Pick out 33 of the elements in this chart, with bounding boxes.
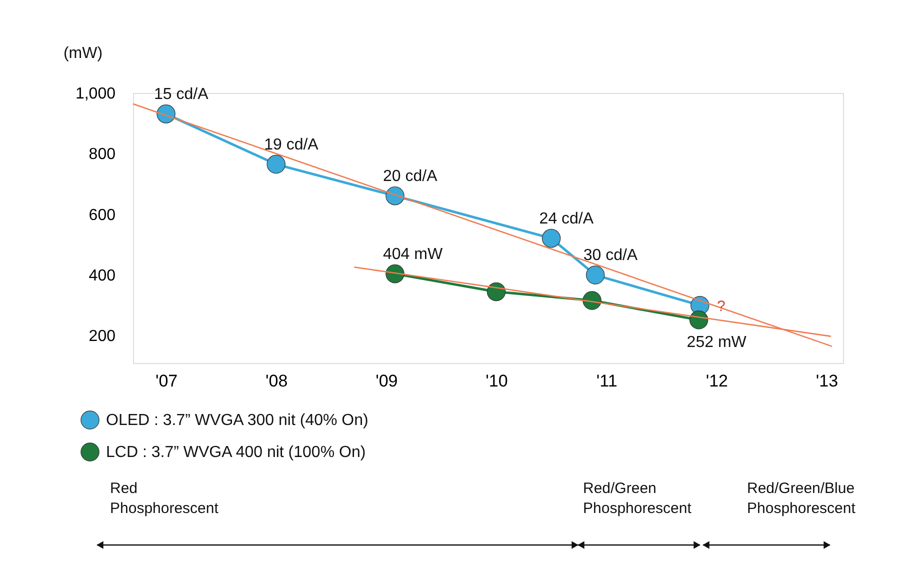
annotation: 30 cd/A (583, 247, 638, 264)
annotation: 404 mW (382, 246, 444, 263)
point (586, 266, 605, 284)
annotation: 15 cd/A (154, 86, 209, 103)
y-tick-label: 1,000 (75, 86, 116, 102)
annotation: 19 cd/A (264, 136, 319, 154)
y-axis-title: (mW) (63, 45, 103, 62)
point (156, 104, 176, 124)
point (386, 186, 404, 206)
text: Red/Green/Blue Phosphorescent (747, 480, 856, 517)
y-tick-label: 400 (88, 268, 116, 285)
text: Red/Green Phosphorescent (583, 480, 692, 517)
annotation: 20 cd/A (382, 168, 438, 185)
x-tick-label: '10 (486, 372, 508, 390)
point (689, 310, 708, 330)
point (386, 264, 404, 284)
point (486, 282, 506, 302)
x-tick-label: '09 (376, 372, 398, 390)
y-tick-label: 800 (88, 146, 116, 164)
annotation: 24 cd/A (539, 210, 594, 228)
y-tick-label: 600 (88, 206, 116, 224)
y-tick-label: 200 (88, 328, 116, 346)
x-tick-label: '12 (706, 372, 728, 390)
text: Red Phosphorescent (110, 480, 220, 517)
point (542, 228, 561, 248)
point (266, 154, 286, 174)
x-tick-label: '13 (816, 372, 838, 390)
x-tick-label: '08 (266, 372, 288, 390)
x-tick-label: '11 (596, 372, 618, 390)
legend-label: LCD : 3.7” WVGA 400 nit (100% On) (106, 444, 366, 461)
legend-label: OLED : 3.7” WVGA 300 nit (40% On) (106, 412, 368, 429)
annotation: 252 mW (686, 334, 748, 351)
x-tick-label: '07 (155, 372, 178, 390)
